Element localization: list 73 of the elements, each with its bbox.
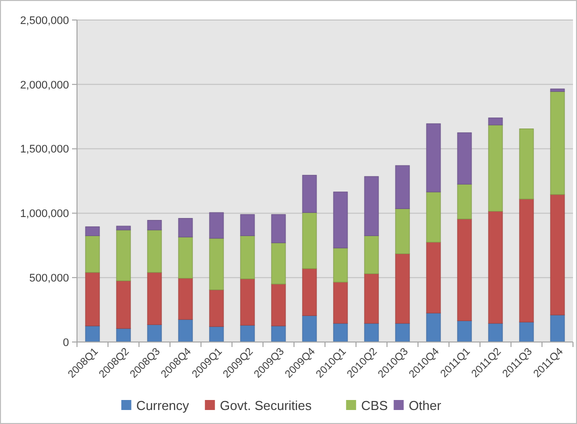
bar bbox=[302, 268, 317, 316]
bar bbox=[271, 326, 286, 342]
bar bbox=[116, 230, 131, 282]
bar bbox=[426, 123, 441, 192]
bar bbox=[457, 320, 472, 342]
bar bbox=[302, 174, 317, 213]
bar bbox=[240, 235, 255, 280]
bar bbox=[209, 238, 224, 290]
bar bbox=[209, 290, 224, 327]
bar bbox=[550, 88, 565, 92]
bar bbox=[426, 312, 441, 342]
bar bbox=[395, 253, 410, 324]
bar bbox=[519, 322, 534, 342]
bar bbox=[364, 176, 379, 236]
bar bbox=[333, 192, 348, 248]
bar bbox=[240, 324, 255, 342]
bar bbox=[271, 284, 286, 326]
bar bbox=[178, 319, 193, 342]
bar bbox=[457, 132, 472, 185]
legend-label: Govt. Securities bbox=[220, 398, 312, 413]
bar bbox=[85, 226, 100, 236]
y-tick-label: 2,500,000 bbox=[20, 14, 69, 27]
bar bbox=[550, 91, 565, 195]
bar bbox=[85, 235, 100, 273]
bar bbox=[426, 192, 441, 242]
bar bbox=[271, 242, 286, 284]
bar bbox=[302, 315, 317, 342]
bar bbox=[426, 242, 441, 314]
bar bbox=[395, 323, 410, 342]
bar bbox=[147, 230, 162, 273]
bar bbox=[488, 124, 503, 212]
bar bbox=[519, 198, 534, 322]
bar bbox=[116, 280, 131, 329]
bar bbox=[209, 326, 224, 342]
bar bbox=[116, 226, 131, 230]
bar bbox=[147, 272, 162, 325]
bar bbox=[209, 212, 224, 239]
bar bbox=[116, 328, 131, 342]
bar bbox=[302, 212, 317, 269]
bar bbox=[271, 214, 286, 244]
bar bbox=[85, 326, 100, 342]
bar bbox=[147, 220, 162, 230]
bar bbox=[457, 218, 472, 322]
bar bbox=[178, 218, 193, 238]
bar bbox=[178, 278, 193, 320]
y-tick-label: 1,000,000 bbox=[20, 208, 69, 220]
bar bbox=[488, 210, 503, 324]
bar bbox=[364, 323, 379, 342]
bar bbox=[395, 165, 410, 209]
bar bbox=[240, 214, 255, 236]
bar bbox=[519, 128, 534, 200]
bar bbox=[550, 194, 565, 316]
bar bbox=[395, 208, 410, 254]
y-tick-label: 500,000 bbox=[29, 272, 69, 284]
bar bbox=[240, 278, 255, 326]
bar bbox=[178, 236, 193, 279]
legend-label: Other bbox=[408, 398, 442, 413]
bar bbox=[550, 314, 565, 342]
legend-label: CBS bbox=[361, 398, 388, 413]
bar bbox=[333, 323, 348, 342]
bar bbox=[333, 248, 348, 282]
bar bbox=[364, 273, 379, 324]
bar bbox=[457, 184, 472, 220]
bar bbox=[488, 118, 503, 126]
y-tick-label: 1,500,000 bbox=[20, 144, 69, 156]
bar bbox=[364, 235, 379, 274]
y-tick-label: 2,000,000 bbox=[20, 79, 69, 92]
bar bbox=[333, 282, 348, 324]
y-tick-label: 0 bbox=[62, 336, 69, 349]
bar bbox=[85, 272, 100, 326]
legend-label: Currency bbox=[136, 398, 190, 413]
bar bbox=[488, 323, 503, 342]
bar bbox=[147, 324, 162, 342]
